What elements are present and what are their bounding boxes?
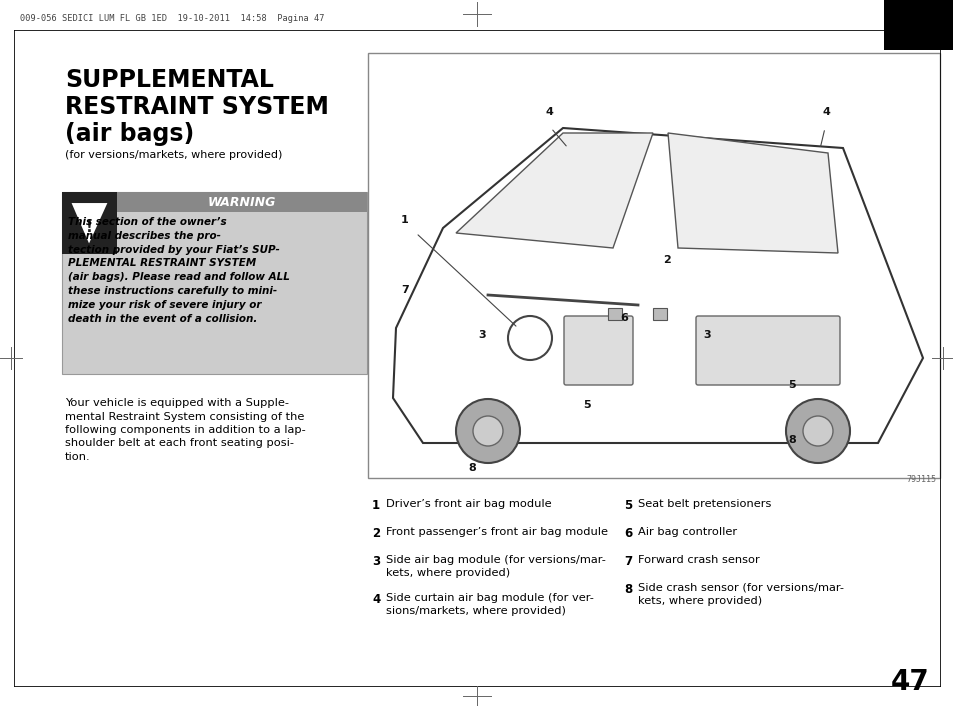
Bar [607, 308, 621, 320]
Text: 3: 3 [372, 555, 379, 568]
Circle shape [473, 416, 502, 446]
FancyBboxPatch shape [563, 316, 633, 385]
Text: these instructions carefully to mini-: these instructions carefully to mini- [68, 286, 276, 296]
Text: Your vehicle is equipped with a Supple-: Your vehicle is equipped with a Supple- [65, 398, 289, 408]
Circle shape [785, 399, 849, 463]
Text: tion.: tion. [65, 452, 91, 462]
Text: Side curtain air bag module (for ver-: Side curtain air bag module (for ver- [386, 593, 594, 603]
Text: shoulder belt at each front seating posi-: shoulder belt at each front seating posi… [65, 438, 294, 448]
Bar [368, 53, 939, 478]
Text: 6: 6 [619, 313, 627, 323]
Text: Front passenger’s front air bag module: Front passenger’s front air bag module [386, 527, 607, 537]
Text: 2: 2 [372, 527, 379, 540]
Text: kets, where provided): kets, where provided) [386, 568, 510, 578]
Bar [117, 192, 367, 212]
Bar [62, 192, 367, 374]
Bar [883, 0, 953, 50]
Text: 2: 2 [662, 255, 670, 265]
Bar [62, 192, 117, 254]
Text: Air bag controller: Air bag controller [638, 527, 737, 537]
FancyBboxPatch shape [696, 316, 840, 385]
Text: 009-056 SEDICI LUM FL GB 1ED  19-10-2011  14:58  Pagina 47: 009-056 SEDICI LUM FL GB 1ED 19-10-2011 … [20, 14, 324, 23]
Text: 47: 47 [890, 668, 928, 696]
Text: (air bags). Please read and follow ALL: (air bags). Please read and follow ALL [68, 273, 290, 282]
Text: Side crash sensor (for versions/mar-: Side crash sensor (for versions/mar- [638, 583, 843, 593]
Text: 4: 4 [372, 593, 380, 606]
Text: death in the event of a collision.: death in the event of a collision. [68, 313, 257, 323]
Text: SUPPLEMENTAL: SUPPLEMENTAL [65, 68, 274, 92]
Text: 5: 5 [623, 499, 632, 512]
Text: 4: 4 [822, 107, 830, 117]
Text: 8: 8 [623, 583, 632, 596]
Text: 79J115: 79J115 [905, 475, 935, 484]
Polygon shape [667, 133, 837, 253]
Text: tection provided by your Fiat’s SUP-: tection provided by your Fiat’s SUP- [68, 244, 279, 255]
Circle shape [456, 399, 519, 463]
Text: 5: 5 [787, 380, 795, 390]
Text: 3: 3 [702, 330, 710, 340]
Text: 1: 1 [400, 215, 408, 225]
Bar [652, 308, 666, 320]
Text: 8: 8 [787, 435, 795, 445]
Text: Forward crash sensor: Forward crash sensor [638, 555, 759, 565]
Text: !: ! [86, 220, 92, 234]
Text: following components in addition to a lap-: following components in addition to a la… [65, 425, 305, 435]
Text: RESTRAINT SYSTEM: RESTRAINT SYSTEM [65, 95, 329, 119]
Text: mental Restraint System consisting of the: mental Restraint System consisting of th… [65, 412, 304, 421]
Text: 1: 1 [372, 499, 379, 512]
Polygon shape [456, 133, 652, 248]
Text: (for versions/markets, where provided): (for versions/markets, where provided) [65, 150, 282, 160]
Text: WARNING: WARNING [208, 196, 276, 208]
Text: 7: 7 [400, 285, 408, 295]
Text: sions/markets, where provided): sions/markets, where provided) [386, 606, 565, 616]
Text: kets, where provided): kets, where provided) [638, 596, 761, 606]
Text: PLEMENTAL RESTRAINT SYSTEM: PLEMENTAL RESTRAINT SYSTEM [68, 258, 256, 268]
Text: Driver’s front air bag module: Driver’s front air bag module [386, 499, 551, 509]
Text: manual describes the pro-: manual describes the pro- [68, 231, 221, 241]
Text: 4: 4 [545, 107, 554, 117]
Text: This section of the owner’s: This section of the owner’s [68, 217, 227, 227]
Text: 6: 6 [623, 527, 632, 540]
Text: mize your risk of severe injury or: mize your risk of severe injury or [68, 300, 261, 310]
Text: 8: 8 [468, 463, 476, 473]
Circle shape [802, 416, 832, 446]
Polygon shape [70, 202, 109, 246]
Text: Seat belt pretensioners: Seat belt pretensioners [638, 499, 771, 509]
Text: 7: 7 [623, 555, 632, 568]
Text: Side air bag module (for versions/mar-: Side air bag module (for versions/mar- [386, 555, 605, 565]
Text: (air bags): (air bags) [65, 122, 194, 146]
Text: 3: 3 [477, 330, 485, 340]
Text: 5: 5 [582, 400, 590, 410]
